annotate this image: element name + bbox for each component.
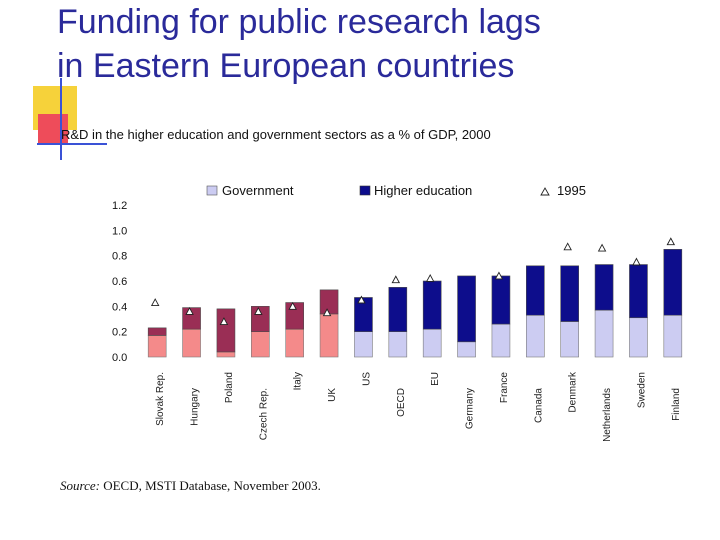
marker-1995-1: [185, 306, 194, 315]
category-label-8: EU: [430, 372, 441, 386]
category-label-0: Slovak Rep.: [155, 372, 166, 426]
category-label-3: Czech Rep.: [258, 388, 269, 440]
accent-red-square: [38, 114, 68, 144]
bar-government-11: [526, 314, 545, 358]
y-tick-label-2: 0.4: [112, 301, 127, 313]
category-label-9: Germany: [465, 388, 476, 429]
legend-swatch-government: [206, 185, 218, 196]
category-label-10: France: [499, 372, 510, 404]
category-label-13: Netherlands: [602, 388, 613, 442]
bar-higher-education-6: [354, 297, 373, 332]
bar-higher-education-0: [147, 327, 167, 336]
bar-government-15: [663, 314, 683, 358]
bar-higher-education-14: [629, 264, 648, 319]
bar-government-10: [491, 323, 511, 358]
legend-swatch-higher-education: [359, 185, 371, 196]
bar-higher-education-11: [526, 265, 545, 316]
marker-1995-8: [425, 274, 435, 282]
marker-1995-0: [150, 298, 160, 306]
bar-higher-education-2: [216, 308, 236, 353]
slide-title-line-1: Funding for public research lags: [57, 3, 541, 41]
marker-1995-4: [288, 301, 297, 310]
bar-higher-education-7: [388, 287, 408, 332]
bar-government-6: [354, 331, 373, 358]
y-tick-label-3: 0.6: [112, 276, 127, 288]
source-text: OECD, MSTI Database, November 2003.: [99, 478, 321, 493]
marker-1995-5: [322, 308, 332, 317]
bar-government-9: [457, 341, 476, 358]
bar-government-12: [560, 321, 579, 358]
y-tick-label-0: 0.0: [112, 352, 127, 364]
marker-1995-6: [357, 295, 366, 304]
y-tick-label-4: 0.8: [112, 251, 127, 263]
legend-label-government: Government: [222, 183, 294, 198]
marker-1995-14: [632, 257, 641, 266]
category-label-2: Poland: [224, 372, 235, 403]
y-tick-label-1: 0.2: [112, 327, 127, 339]
marker-1995-12: [563, 242, 572, 251]
category-label-7: OECD: [396, 388, 407, 417]
bar-government-0: [147, 335, 167, 358]
marker-1995-3: [254, 306, 263, 315]
source-note: Source: OECD, MSTI Database, November 20…: [60, 478, 321, 494]
y-tick-label-6: 1.2: [112, 200, 127, 212]
bar-government-14: [629, 317, 648, 358]
bar-higher-education-5: [319, 289, 339, 315]
bar-higher-education-13: [594, 264, 614, 311]
category-label-4: Italy: [293, 372, 304, 390]
bar-higher-education-10: [491, 275, 511, 325]
category-label-15: Finland: [671, 388, 682, 421]
category-label-6: US: [361, 372, 372, 386]
bar-higher-education-9: [457, 275, 476, 343]
accent-horizontal-line: [37, 143, 107, 145]
bar-higher-education-3: [251, 306, 270, 332]
category-label-5: UK: [327, 388, 338, 402]
bar-government-8: [422, 328, 442, 358]
slide-title: Funding for public research lags in East…: [57, 0, 541, 88]
marker-1995-7: [391, 275, 401, 284]
legend-marker-1995: [540, 187, 550, 196]
bar-government-7: [388, 331, 408, 358]
category-label-12: Denmark: [568, 371, 579, 413]
category-label-14: Sweden: [636, 372, 647, 408]
legend-label-1995: 1995: [557, 183, 586, 198]
bar-government-13: [594, 309, 614, 358]
marker-1995-2: [219, 317, 229, 325]
marker-1995-10: [494, 271, 504, 280]
bar-government-4: [285, 328, 304, 358]
category-label-11: Canada: [533, 388, 544, 423]
category-label-1: Hungary: [190, 388, 201, 426]
marker-1995-13: [597, 243, 607, 252]
bar-higher-education-15: [663, 249, 683, 316]
bar-government-5: [319, 313, 339, 358]
accent-vertical-line: [60, 78, 62, 160]
bar-higher-education-12: [560, 265, 579, 322]
bar-higher-education-8: [422, 280, 442, 330]
bar-government-2: [216, 351, 236, 358]
legend-label-higher-education: Higher education: [374, 183, 472, 198]
source-label: Source:: [60, 478, 100, 493]
slide-title-line-2: in Eastern European countries: [57, 47, 515, 85]
chart-subtitle: R&D in the higher education and governme…: [61, 127, 491, 142]
bar-government-1: [182, 328, 201, 358]
marker-1995-15: [666, 237, 676, 246]
bar-government-3: [251, 331, 270, 358]
y-tick-label-5: 1.0: [112, 225, 127, 237]
